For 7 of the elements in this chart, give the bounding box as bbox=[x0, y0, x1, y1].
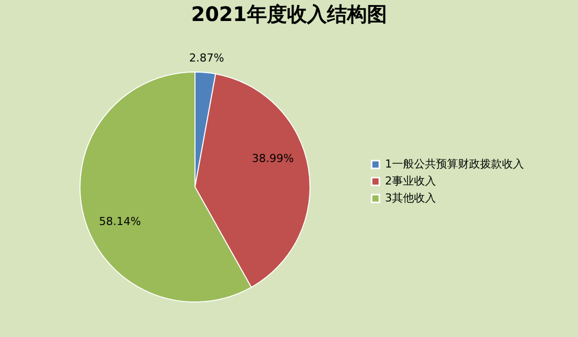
data-label: 38.99% bbox=[252, 152, 294, 165]
data-label: 58.14% bbox=[98, 214, 141, 228]
legend-label: 3其他收入 bbox=[385, 192, 436, 204]
legend-label: 1一般公共预算财政拨款收入 bbox=[385, 158, 524, 170]
data-label: 2.87% bbox=[189, 52, 224, 65]
legend-label: 2事业收入 bbox=[385, 174, 436, 188]
chart-title: 2021年度收入结构图 bbox=[191, 2, 387, 26]
